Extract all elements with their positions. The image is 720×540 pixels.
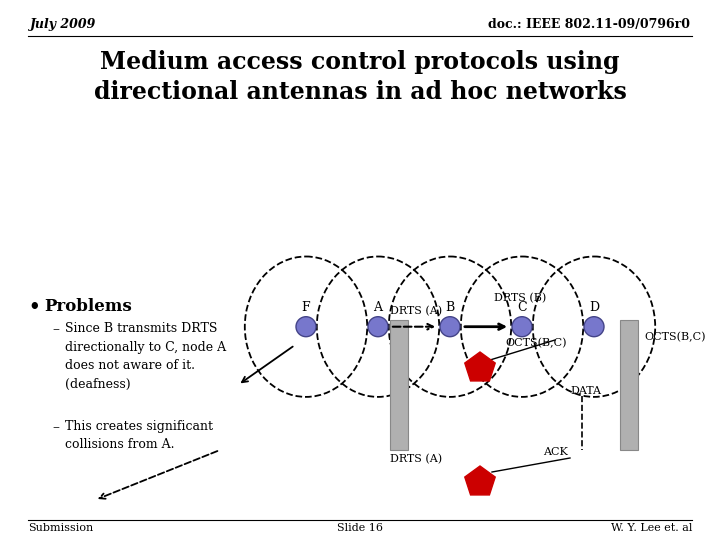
- Text: –: –: [52, 420, 59, 434]
- Text: A: A: [374, 301, 382, 314]
- Text: B: B: [446, 301, 454, 314]
- Circle shape: [368, 316, 388, 337]
- Text: DATA: DATA: [570, 386, 601, 396]
- Text: W. Y. Lee et. al: W. Y. Lee et. al: [611, 523, 692, 533]
- Text: ACK: ACK: [543, 447, 568, 457]
- Circle shape: [296, 316, 316, 337]
- Text: DRTS (B): DRTS (B): [494, 293, 546, 303]
- Circle shape: [512, 316, 532, 337]
- Circle shape: [584, 316, 604, 337]
- Text: D: D: [589, 301, 599, 314]
- Text: C: C: [517, 301, 527, 314]
- Text: Problems: Problems: [44, 298, 132, 315]
- Bar: [620, 320, 638, 450]
- Text: –: –: [52, 322, 59, 336]
- Text: OCTS(B,C): OCTS(B,C): [644, 332, 706, 342]
- Text: DRTS (A): DRTS (A): [390, 306, 442, 316]
- Text: directional antennas in ad hoc networks: directional antennas in ad hoc networks: [94, 80, 626, 104]
- Text: F: F: [302, 301, 310, 314]
- Text: Submission: Submission: [28, 523, 94, 533]
- Text: This creates significant
collisions from A.: This creates significant collisions from…: [65, 420, 213, 451]
- Text: Since B transmits DRTS
directionally to C, node A
does not aware of it.
(deafnes: Since B transmits DRTS directionally to …: [65, 322, 226, 390]
- Text: •: •: [28, 298, 40, 316]
- Text: July 2009: July 2009: [30, 18, 96, 31]
- Text: Medium access control protocols using: Medium access control protocols using: [100, 50, 620, 74]
- Text: OCTS(B,C): OCTS(B,C): [505, 338, 567, 348]
- Text: Slide 16: Slide 16: [337, 523, 383, 533]
- Bar: [390, 320, 408, 450]
- Text: DRTS (A): DRTS (A): [390, 454, 442, 464]
- Circle shape: [440, 316, 460, 337]
- Text: doc.: IEEE 802.11-09/0796r0: doc.: IEEE 802.11-09/0796r0: [488, 18, 690, 31]
